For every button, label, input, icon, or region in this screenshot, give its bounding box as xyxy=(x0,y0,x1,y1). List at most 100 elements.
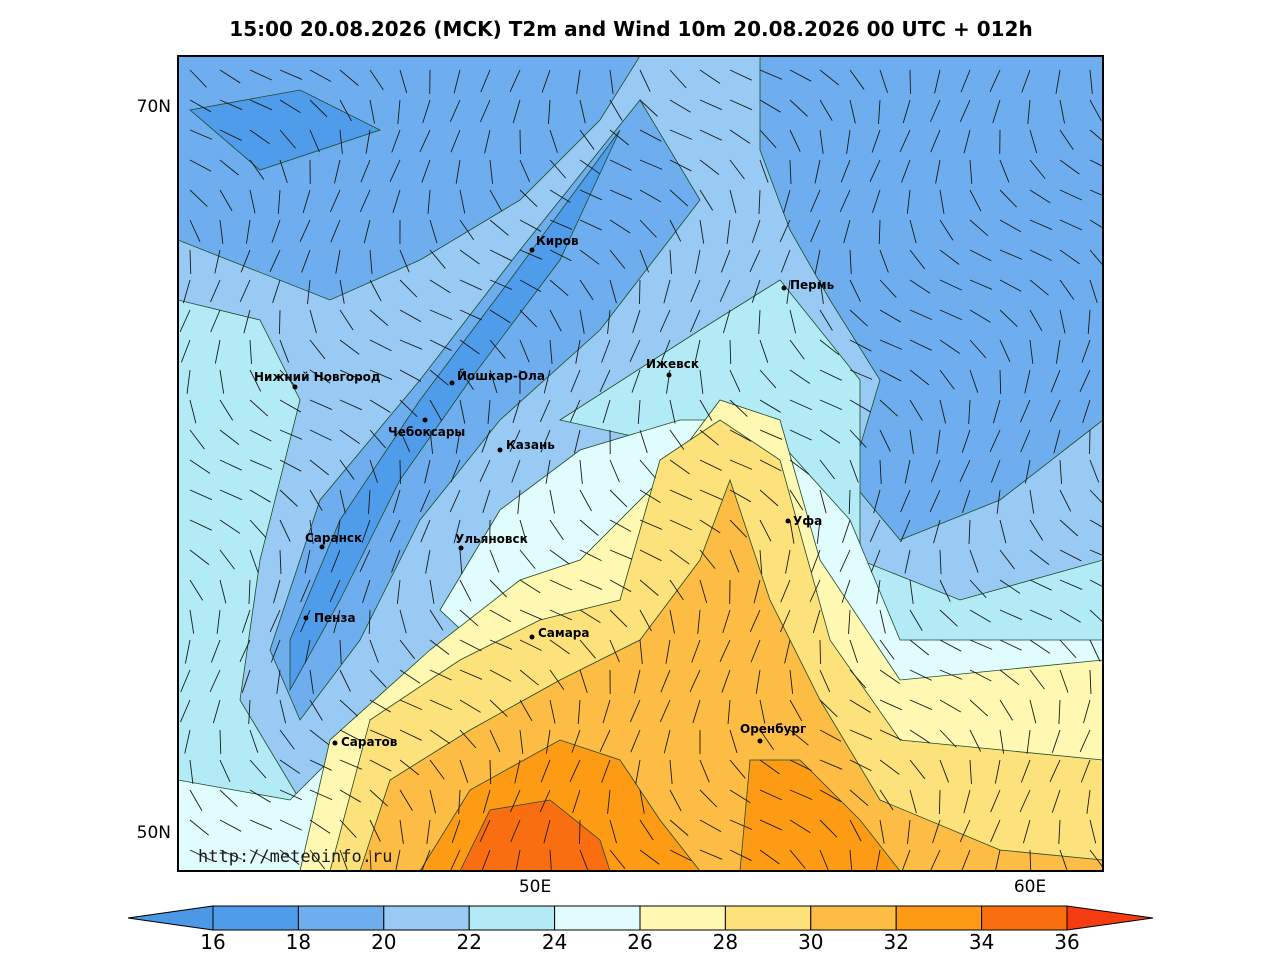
wind-barb xyxy=(632,309,641,333)
wind-barb xyxy=(789,819,811,834)
wind-barb xyxy=(869,519,881,543)
wind-barb xyxy=(420,489,431,513)
wind-barb xyxy=(422,99,431,124)
wind-barb xyxy=(811,549,821,573)
wind-barb xyxy=(429,429,434,454)
wind-barb xyxy=(639,219,657,238)
wind-barb xyxy=(309,399,333,410)
wind-barb xyxy=(789,99,808,117)
wind-barb xyxy=(480,69,491,93)
wind-barb xyxy=(780,249,791,273)
wind-barb xyxy=(279,129,296,149)
wind-barb xyxy=(214,339,221,364)
wind-barb xyxy=(699,69,721,84)
wind-barb xyxy=(969,219,989,237)
wind-barb xyxy=(906,189,911,214)
wind-barb xyxy=(569,399,581,423)
wind-barb xyxy=(780,609,791,633)
wind-barb xyxy=(279,399,302,413)
temperature-region xyxy=(189,89,382,171)
wind-barb xyxy=(601,339,611,363)
wind-barb xyxy=(729,489,752,503)
wind-barb xyxy=(219,729,222,755)
wind-barb xyxy=(487,399,491,424)
wind-barb xyxy=(789,129,801,152)
colorbar-segment xyxy=(468,905,556,931)
wind-barb xyxy=(699,189,714,211)
wind-barb xyxy=(789,759,812,771)
wind-barb xyxy=(1089,489,1103,505)
wind-barb xyxy=(639,429,648,454)
wind-barb xyxy=(999,669,1020,686)
wind-barb xyxy=(269,249,281,273)
wind-barb xyxy=(729,189,737,214)
wind-barb xyxy=(399,789,413,811)
wind-barb xyxy=(339,459,355,480)
wind-barb xyxy=(519,189,538,208)
wind-barb xyxy=(1083,699,1091,724)
wind-barb xyxy=(548,99,551,124)
wind-barb xyxy=(219,99,243,110)
wind-barb xyxy=(519,549,536,569)
wind-barb xyxy=(1059,159,1080,175)
city-label: Саранск xyxy=(305,531,362,545)
wind-barb xyxy=(189,849,212,861)
wind-barb xyxy=(210,279,221,303)
wind-barb xyxy=(968,399,971,424)
wind-barb xyxy=(248,579,251,604)
wind-barb xyxy=(879,249,889,273)
wind-barb xyxy=(909,729,931,744)
wind-barb xyxy=(189,99,212,113)
city-label: Уфа xyxy=(793,514,822,528)
wind-barb xyxy=(1059,579,1083,590)
wind-barb xyxy=(699,489,723,500)
wind-barb xyxy=(749,609,761,633)
wind-barb xyxy=(959,819,971,843)
wind-barb xyxy=(719,279,731,303)
wind-barb xyxy=(369,669,387,688)
wind-barb xyxy=(999,609,1023,621)
wind-barb xyxy=(729,729,738,754)
wind-barb xyxy=(1089,669,1092,694)
wind-barb xyxy=(279,429,303,440)
wind-barb xyxy=(609,219,631,234)
wind-barb xyxy=(839,549,851,573)
wind-barb xyxy=(663,729,671,754)
wind-barb xyxy=(879,459,882,484)
wind-barb xyxy=(659,699,671,723)
wind-barb xyxy=(639,189,662,203)
wind-barb xyxy=(330,549,341,573)
wind-barb xyxy=(339,639,342,664)
wind-barb xyxy=(1059,609,1081,623)
wind-barb xyxy=(939,309,963,321)
wind-barb xyxy=(635,759,641,784)
wind-barb xyxy=(1051,729,1061,753)
wind-barb xyxy=(489,339,506,359)
wind-barb xyxy=(969,609,991,623)
wind-barb xyxy=(299,219,311,243)
wind-barb xyxy=(849,759,872,772)
wind-barb xyxy=(399,699,423,711)
wind-barb xyxy=(849,279,861,302)
wind-barb xyxy=(517,489,521,514)
colorbar-segment xyxy=(724,905,812,931)
wind-barb xyxy=(639,609,652,632)
wind-barb xyxy=(789,399,813,411)
wind-barb xyxy=(904,549,911,574)
wind-barb xyxy=(369,309,389,327)
temperature-region xyxy=(459,799,611,871)
wind-barb xyxy=(789,309,797,334)
wind-barb xyxy=(363,219,371,244)
wind-barb xyxy=(426,819,431,844)
wind-barb xyxy=(1019,789,1031,813)
wind-barb xyxy=(309,789,333,801)
wind-barb xyxy=(753,579,761,604)
wind-barb xyxy=(719,639,731,663)
wind-barb xyxy=(789,729,809,746)
wind-barb xyxy=(722,609,731,634)
wind-barb xyxy=(399,249,410,273)
wind-barb xyxy=(932,819,941,843)
wind-barb xyxy=(519,579,541,594)
wind-barb xyxy=(210,639,221,663)
wind-barb xyxy=(515,849,521,871)
